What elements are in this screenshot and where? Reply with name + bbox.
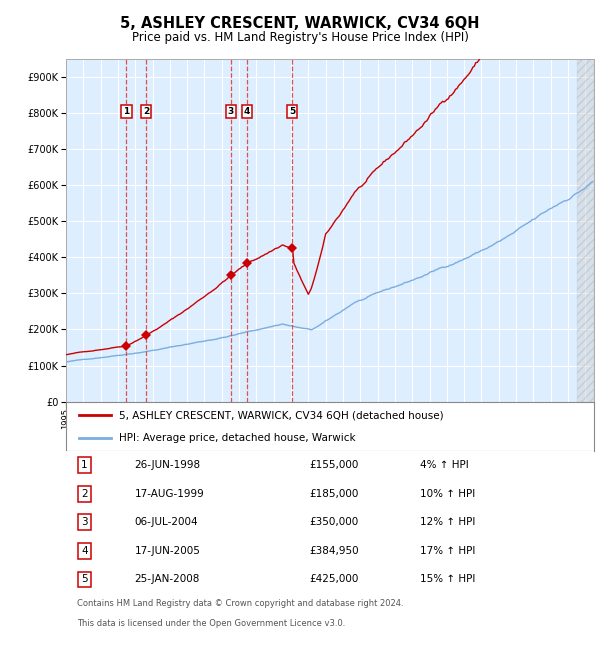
Text: 25-JAN-2008: 25-JAN-2008 — [134, 575, 200, 584]
Text: 1: 1 — [123, 107, 130, 116]
Text: 5: 5 — [81, 575, 88, 584]
Text: 2: 2 — [143, 107, 149, 116]
Text: 17-JUN-2005: 17-JUN-2005 — [134, 546, 200, 556]
Text: £185,000: £185,000 — [309, 489, 358, 499]
Text: 15% ↑ HPI: 15% ↑ HPI — [420, 575, 475, 584]
Text: HPI: Average price, detached house, Warwick: HPI: Average price, detached house, Warw… — [119, 434, 355, 443]
Text: £350,000: £350,000 — [309, 517, 358, 527]
Text: 5, ASHLEY CRESCENT, WARWICK, CV34 6QH (detached house): 5, ASHLEY CRESCENT, WARWICK, CV34 6QH (d… — [119, 410, 443, 421]
Text: 4: 4 — [81, 546, 88, 556]
Text: £425,000: £425,000 — [309, 575, 358, 584]
Text: 3: 3 — [227, 107, 234, 116]
Text: 3: 3 — [81, 517, 88, 527]
Text: 5, ASHLEY CRESCENT, WARWICK, CV34 6QH: 5, ASHLEY CRESCENT, WARWICK, CV34 6QH — [120, 16, 480, 31]
Text: Contains HM Land Registry data © Crown copyright and database right 2024.: Contains HM Land Registry data © Crown c… — [77, 599, 403, 608]
Text: 2: 2 — [81, 489, 88, 499]
Text: 10% ↑ HPI: 10% ↑ HPI — [420, 489, 475, 499]
Text: 06-JUL-2004: 06-JUL-2004 — [134, 517, 198, 527]
Text: 1: 1 — [81, 460, 88, 470]
Text: £155,000: £155,000 — [309, 460, 358, 470]
Text: 26-JUN-1998: 26-JUN-1998 — [134, 460, 201, 470]
Text: This data is licensed under the Open Government Licence v3.0.: This data is licensed under the Open Gov… — [77, 619, 345, 629]
Text: 17% ↑ HPI: 17% ↑ HPI — [420, 546, 475, 556]
Text: 4% ↑ HPI: 4% ↑ HPI — [420, 460, 469, 470]
Text: 5: 5 — [289, 107, 295, 116]
Text: £384,950: £384,950 — [309, 546, 359, 556]
Text: 17-AUG-1999: 17-AUG-1999 — [134, 489, 205, 499]
Text: 12% ↑ HPI: 12% ↑ HPI — [420, 517, 475, 527]
Polygon shape — [577, 58, 594, 402]
Text: 4: 4 — [244, 107, 250, 116]
Text: Price paid vs. HM Land Registry's House Price Index (HPI): Price paid vs. HM Land Registry's House … — [131, 31, 469, 44]
